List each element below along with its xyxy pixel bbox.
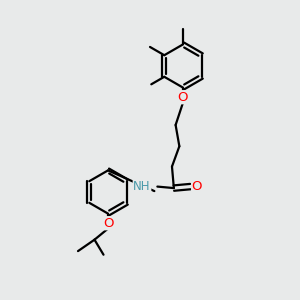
Text: O: O [103, 217, 113, 230]
Text: NH: NH [133, 180, 151, 193]
Text: O: O [192, 180, 202, 193]
Text: O: O [178, 91, 188, 104]
